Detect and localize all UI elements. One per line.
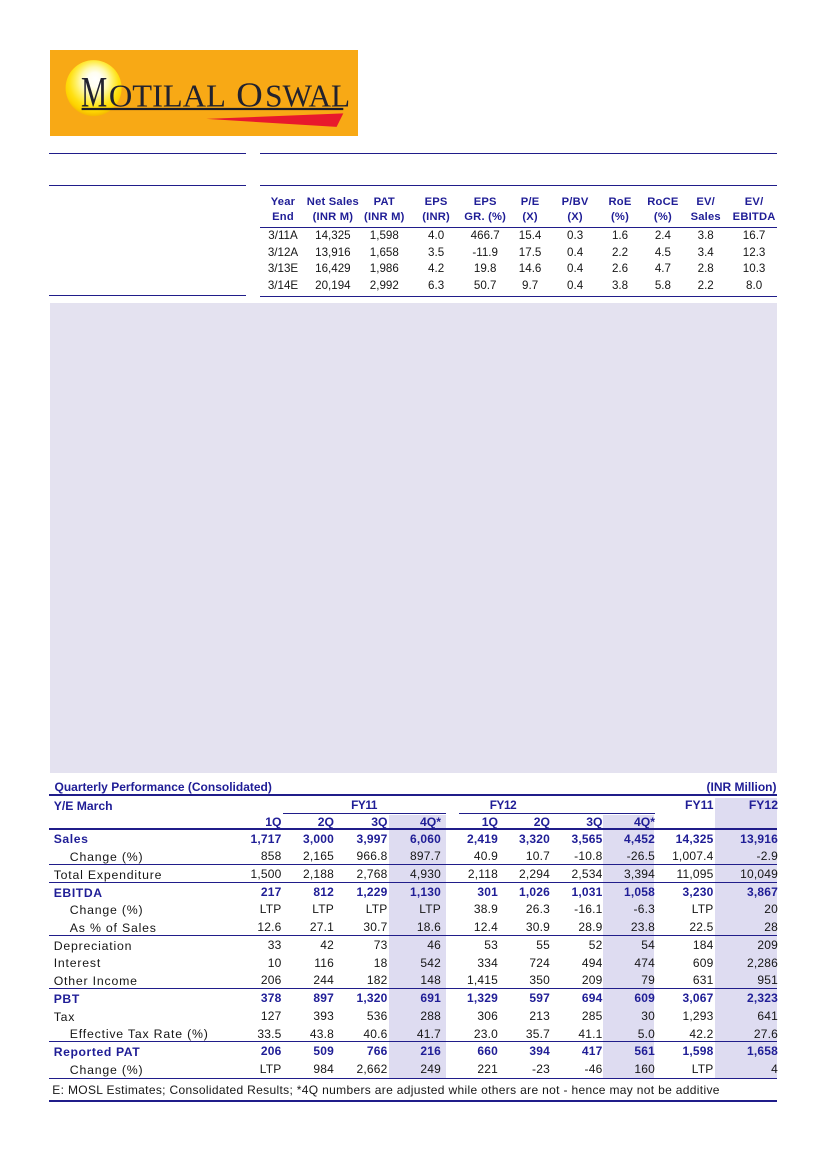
svg-text:M: M [81,69,107,117]
svg-text:O: O [237,76,263,115]
svg-text:OTILAL: OTILAL [109,79,226,114]
svg-text:SWAL: SWAL [265,79,350,114]
